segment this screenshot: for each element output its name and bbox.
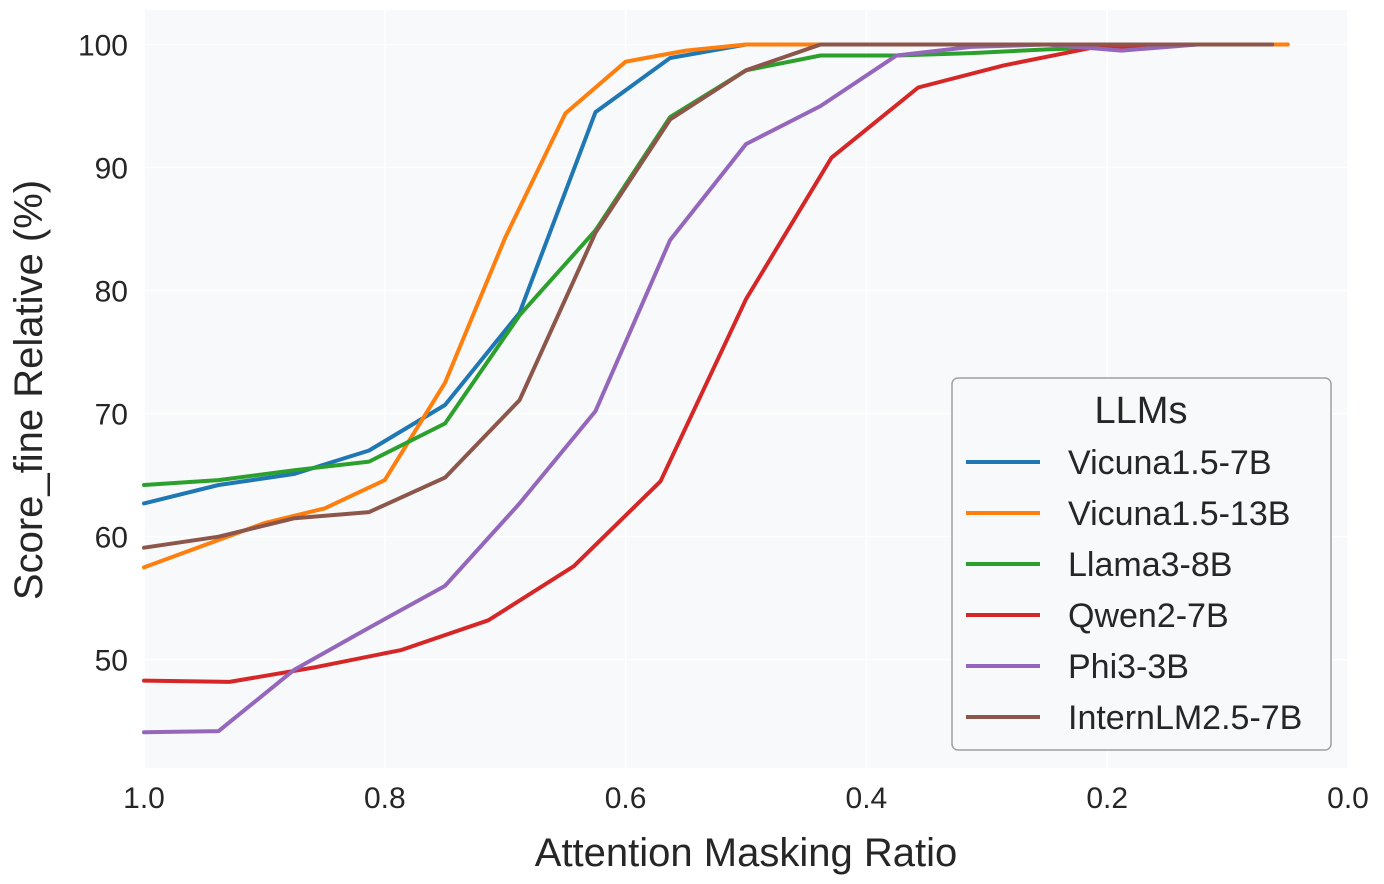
legend-box	[951, 377, 1332, 751]
legend-label: Llama3-8B	[1068, 546, 1232, 584]
legend-label: Vicuna1.5-13B	[1068, 495, 1290, 533]
legend-label: Qwen2-7B	[1068, 597, 1229, 635]
y-axis-ticks: 50 60 70 80 90 100	[78, 29, 128, 677]
y-tick-label: 50	[95, 645, 128, 678]
series-line-phi3-3b	[142, 42, 1275, 735]
x-tick-label: 1.0	[123, 782, 165, 815]
legend-label: InternLM2.5-7B	[1068, 699, 1302, 737]
x-axis-ticks: 1.0 0.8 0.6 0.4 0.2 0.0	[123, 782, 1369, 815]
grid	[143, 10, 1349, 768]
x-tick-label: 0.8	[364, 782, 406, 815]
y-tick-label: 80	[95, 276, 128, 309]
x-tick-label: 0.6	[605, 782, 647, 815]
x-tick-label: 0.4	[846, 782, 888, 815]
x-axis-label: Attention Masking Ratio	[535, 831, 957, 875]
y-tick-label: 90	[95, 153, 128, 186]
legend-title: LLMs	[1095, 390, 1188, 432]
legend: LLMs Vicuna1.5-7B Vicuna1.5-13B Llama3-8B Q…	[951, 377, 1332, 751]
legend-label: Phi3-3B	[1068, 648, 1189, 686]
series-line-internlm2-5-7b	[142, 42, 1275, 550]
x-tick-label: 0.2	[1086, 782, 1128, 815]
y-tick-label: 100	[78, 29, 128, 62]
series-lines	[142, 42, 1290, 735]
y-tick-label: 70	[95, 399, 128, 432]
legend-label: Vicuna1.5-7B	[1068, 444, 1272, 482]
y-tick-label: 60	[95, 522, 128, 555]
series-line-qwen2-7b	[142, 42, 1265, 684]
y-axis-label: Score_fine Relative (%)	[7, 180, 51, 600]
legend-items: Vicuna1.5-7B Vicuna1.5-13B Llama3-8B Qwen2-…	[966, 444, 1302, 737]
x-tick-label: 0.0	[1327, 782, 1369, 815]
